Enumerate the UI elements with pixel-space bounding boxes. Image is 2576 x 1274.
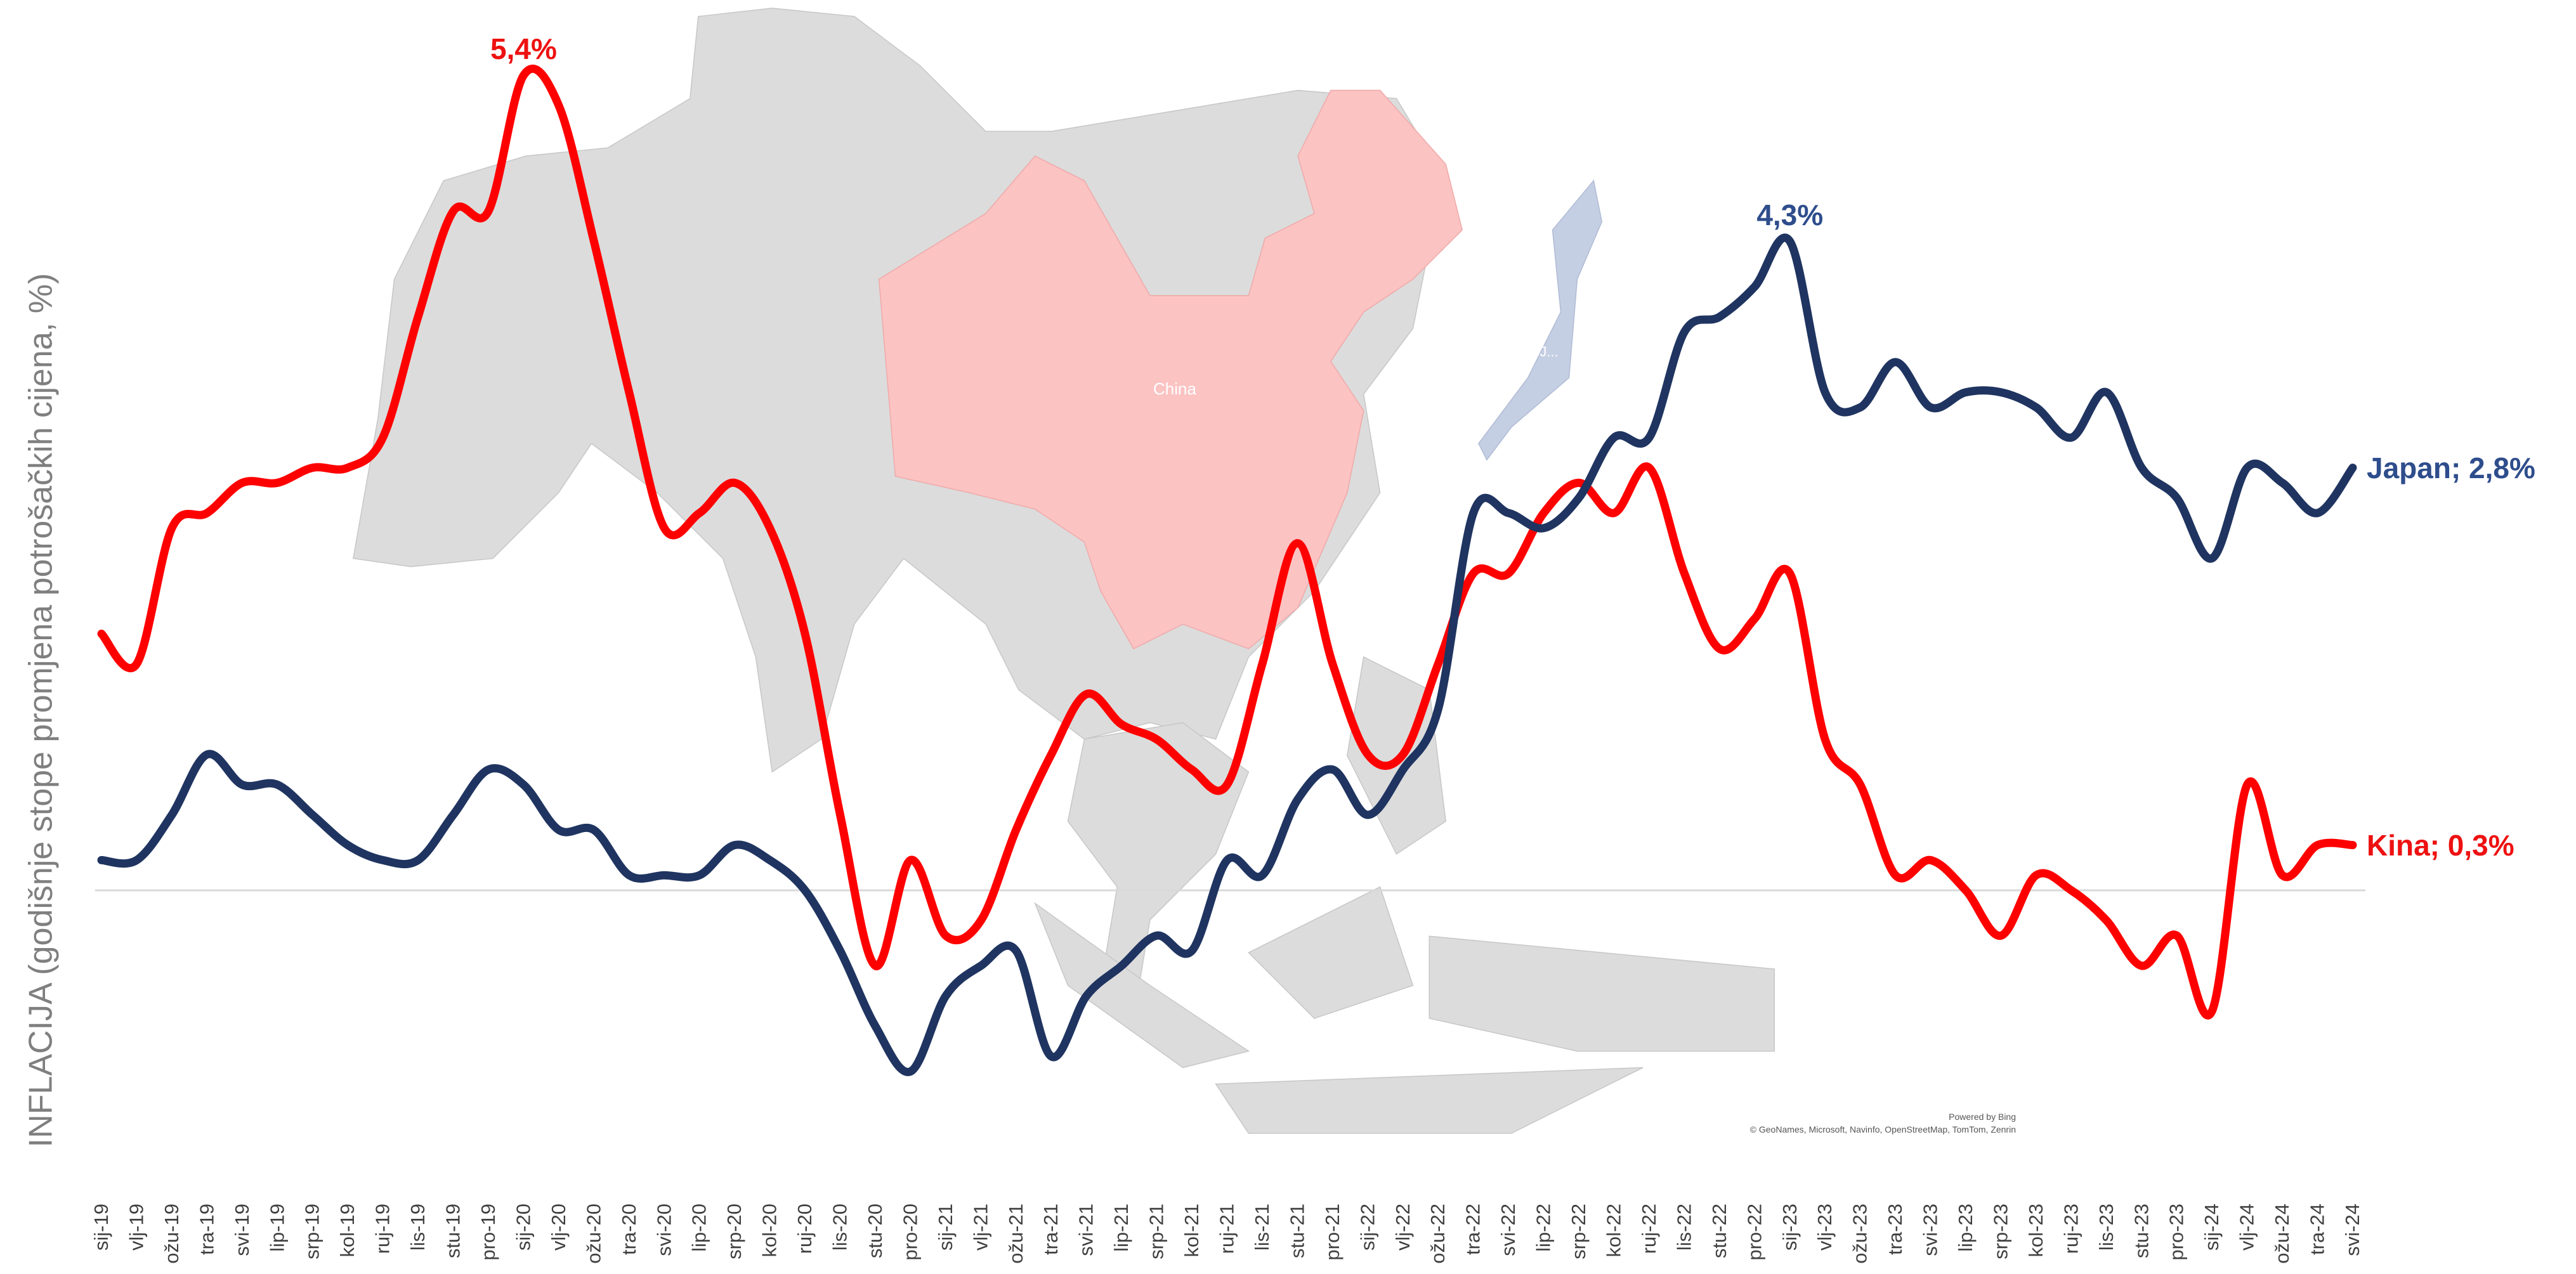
x-tick-label: vlj-22 (1392, 1204, 1414, 1251)
x-tick-label: pro-20 (899, 1204, 921, 1261)
x-tick-label: sij-19 (90, 1204, 112, 1251)
x-tick-label: ožu-19 (160, 1204, 183, 1264)
x-tick-label: lip-23 (1954, 1204, 1977, 1252)
x-tick-label: ožu-22 (1427, 1204, 1449, 1264)
x-tick-label: sij-20 (512, 1204, 534, 1251)
map-label: China (1153, 379, 1196, 398)
map-land (1067, 722, 1250, 1020)
x-tick-label: srp-21 (1146, 1204, 1168, 1259)
x-tick-label: svi-19 (231, 1204, 253, 1256)
line-series (97, 64, 2357, 1020)
x-tick-label: lis-22 (1673, 1204, 1695, 1251)
x-tick-label: svi-21 (1075, 1204, 1097, 1256)
x-tick-label: ožu-20 (582, 1204, 605, 1264)
map-land (1033, 902, 1250, 1069)
map-china (878, 89, 1463, 650)
x-tick-label: ožu-24 (2271, 1204, 2293, 1264)
x-tick-label: vlj-21 (969, 1204, 991, 1251)
x-tick-label: lis-20 (829, 1204, 851, 1251)
x-tick-label: lis-19 (407, 1204, 429, 1251)
x-tick-label: pro-22 (1743, 1204, 1765, 1261)
x-tick-label: vlj-20 (547, 1204, 570, 1251)
x-tick-label: ruj-19 (372, 1204, 394, 1254)
x-tick-label: vlj-23 (1814, 1204, 1836, 1251)
x-tick-label: tra-20 (618, 1204, 640, 1255)
map-land (1248, 886, 1414, 1019)
x-tick-label: svi-20 (653, 1204, 675, 1256)
map-land (1429, 935, 1775, 1052)
x-tick-label: svi-24 (2341, 1204, 2364, 1256)
x-tick-label: svi-22 (1497, 1204, 1519, 1256)
x-tick-label: ruj-22 (1638, 1204, 1660, 1254)
x-tick-label: sij-21 (934, 1204, 957, 1251)
data-label: 5,4% (490, 32, 557, 65)
x-tick-label: srp-23 (1989, 1204, 2011, 1259)
x-tick-label: ožu-23 (1849, 1204, 1871, 1264)
x-tick-label: stu-21 (1286, 1204, 1308, 1258)
x-tick-label: lip-22 (1533, 1204, 1555, 1252)
map-attribution: © GeoNames, Microsoft, Navinfo, OpenStre… (1750, 1124, 2016, 1134)
x-tick-label: tra-21 (1040, 1204, 1062, 1255)
x-tick-label: stu-23 (2130, 1204, 2152, 1258)
x-tick-label: sij-23 (1779, 1204, 1801, 1251)
line-series (97, 233, 2357, 1076)
x-tick-label: kol-23 (2025, 1204, 2047, 1257)
y-axis-title: INFLACIJA (godišnje stope promjena potro… (23, 273, 60, 1148)
x-tick-label: tra-19 (195, 1204, 218, 1255)
x-tick-label: ruj-21 (1216, 1204, 1238, 1254)
x-tick-label: tra-22 (1462, 1204, 1484, 1255)
map-label: J... (1540, 344, 1558, 360)
x-tick-label: tra-24 (2306, 1204, 2329, 1255)
x-tick-label: srp-22 (1567, 1204, 1590, 1259)
data-label: Kina; 0,3% (2367, 829, 2514, 862)
x-tick-label: lis-23 (2095, 1204, 2117, 1251)
x-tick-label: lip-21 (1110, 1204, 1132, 1252)
x-tick-label: kol-22 (1602, 1204, 1625, 1257)
x-tick-label: lip-19 (266, 1204, 288, 1252)
x-tick-label: stu-19 (442, 1204, 464, 1258)
map-japan (1478, 179, 1603, 461)
map-land (1215, 1067, 1644, 1134)
x-tick-label: sij-22 (1356, 1204, 1378, 1251)
x-tick-label: sij-24 (2200, 1204, 2223, 1251)
x-tick-label: vlj-24 (2236, 1204, 2258, 1251)
map-attribution: Powered by Bing (1949, 1112, 2016, 1122)
x-tick-label: ruj-20 (794, 1204, 816, 1254)
data-label: 4,3% (1756, 198, 1823, 231)
x-tick-label: ruj-23 (2060, 1204, 2082, 1254)
x-tick-label: srp-19 (301, 1204, 324, 1259)
x-tick-label: kol-21 (1180, 1204, 1203, 1257)
x-tick-label: tra-23 (1884, 1204, 1906, 1255)
x-tick-label: vlj-19 (125, 1204, 147, 1251)
x-tick-label: kol-19 (336, 1204, 358, 1257)
x-tick-label: ožu-21 (1005, 1204, 1027, 1264)
x-tick-label: stu-20 (864, 1204, 886, 1258)
x-tick-label: kol-20 (759, 1204, 781, 1257)
x-tick-label: pro-23 (2166, 1204, 2188, 1261)
background-map (352, 8, 1775, 1134)
x-tick-label: svi-23 (1919, 1204, 1942, 1256)
x-tick-label: stu-22 (1708, 1204, 1730, 1258)
x-tick-label: pro-19 (477, 1204, 499, 1261)
x-tick-label: lis-21 (1251, 1204, 1273, 1251)
x-tick-label: srp-20 (723, 1204, 745, 1259)
x-tick-label: pro-21 (1321, 1204, 1344, 1261)
x-tick-label: lip-20 (688, 1204, 710, 1252)
data-label: Japan; 2,8% (2367, 452, 2535, 484)
